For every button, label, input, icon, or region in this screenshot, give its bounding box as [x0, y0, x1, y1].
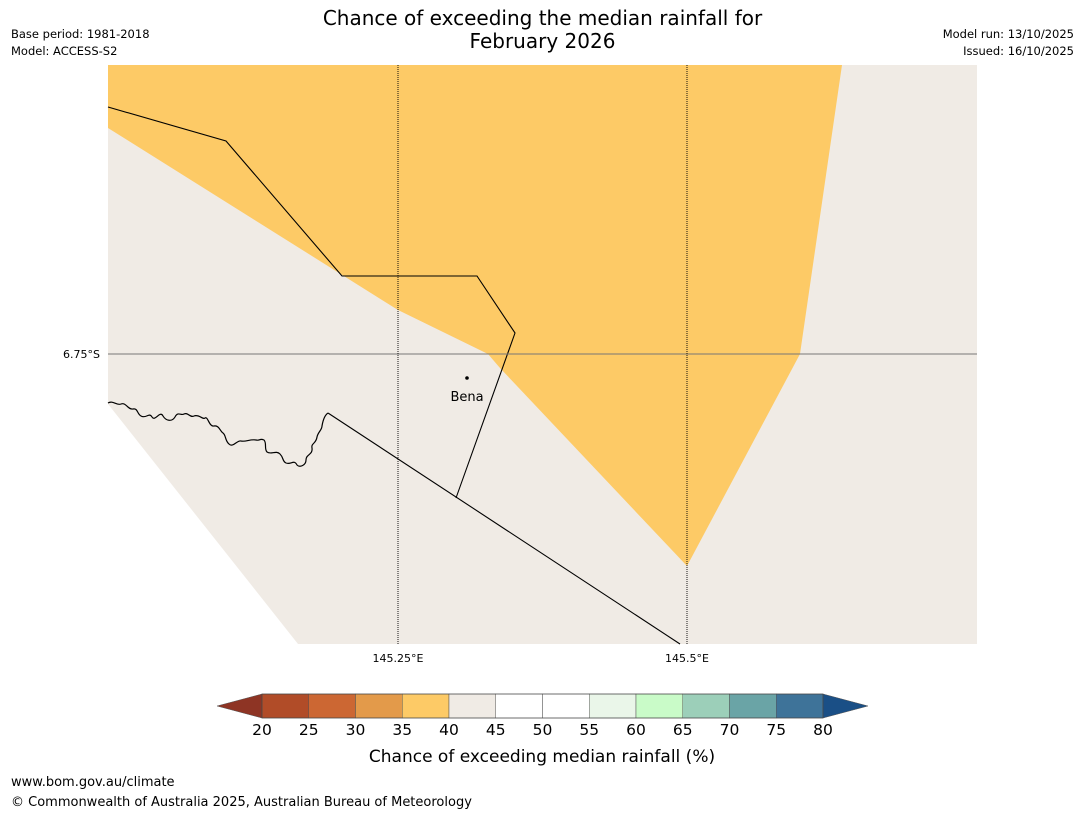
colorbar-segment [308, 693, 356, 719]
colorbar-tick-label: 55 [579, 721, 599, 739]
coastline [107, 401, 329, 467]
colorbar-segment [495, 693, 543, 719]
map-title: Chance of exceeding the median rainfall … [0, 7, 1085, 53]
colorbar-segment [402, 693, 450, 719]
colorbar-segment [729, 693, 777, 719]
meta-right: Model run: 13/10/2025 Issued: 16/10/2025 [943, 26, 1074, 60]
model-text: Model: ACCESS-S2 [11, 44, 118, 58]
colorbar-segment [776, 693, 824, 719]
rainfall-category-region [108, 65, 842, 566]
colorbar-segment [261, 693, 309, 719]
footer-url: www.bom.gov.au/climate [11, 775, 175, 790]
title-line-2: February 2026 [469, 29, 616, 53]
colorbar-tick-label: 40 [439, 721, 459, 739]
longitude-label-1: 145.25°E [373, 652, 424, 665]
town-label: Bena [450, 390, 483, 405]
issued-text: Issued: 16/10/2025 [963, 44, 1074, 58]
colorbar-tick-label: 60 [626, 721, 646, 739]
colorbar-segment [682, 693, 730, 719]
colorbar-high-extend [822, 693, 869, 719]
colorbar-tick-label: 25 [299, 721, 319, 739]
meta-left: Base period: 1981-2018 Model: ACCESS-S2 [11, 26, 150, 60]
colorbar-tick-label: 75 [766, 721, 786, 739]
colorbar-tick-label: 20 [252, 721, 272, 739]
title-line-1: Chance of exceeding the median rainfall … [322, 6, 763, 30]
colorbar-segment [542, 693, 590, 719]
colorbar-frame [261, 693, 824, 719]
colorbar-segment [448, 693, 496, 719]
colorbar-segment [355, 693, 403, 719]
town-marker [465, 376, 469, 380]
colorbar-tick-label: 50 [533, 721, 553, 739]
colorbar-tick-label: 70 [720, 721, 740, 739]
colorbar-tick-label: 80 [813, 721, 833, 739]
colorbar-tick-label: 45 [486, 721, 506, 739]
colorbar-title: Chance of exceeding median rainfall (%) [369, 747, 715, 767]
base-period-text: Base period: 1981-2018 [11, 27, 150, 41]
latitude-label: 6.75°S [63, 348, 100, 361]
longitude-label-2: 145.5°E [665, 652, 709, 665]
footer-copyright: © Commonwealth of Australia 2025, Austra… [11, 795, 472, 810]
colorbar-tick-label: 65 [673, 721, 693, 739]
colorbar-tick-label: 30 [346, 721, 366, 739]
model-run-text: Model run: 13/10/2025 [942, 27, 1074, 41]
admin-boundary-south [327, 412, 681, 645]
colorbar-segment [635, 693, 683, 719]
colorbar-low-extend [216, 693, 263, 719]
colorbar-tick-label: 35 [392, 721, 412, 739]
admin-boundary [107, 106, 516, 499]
colorbar-segment [589, 693, 637, 719]
colorbar: 20 25 30 35 40 45 50 55 60 65 70 75 80 Chance of exc… [216, 693, 869, 767]
ocean-region [108, 404, 298, 644]
